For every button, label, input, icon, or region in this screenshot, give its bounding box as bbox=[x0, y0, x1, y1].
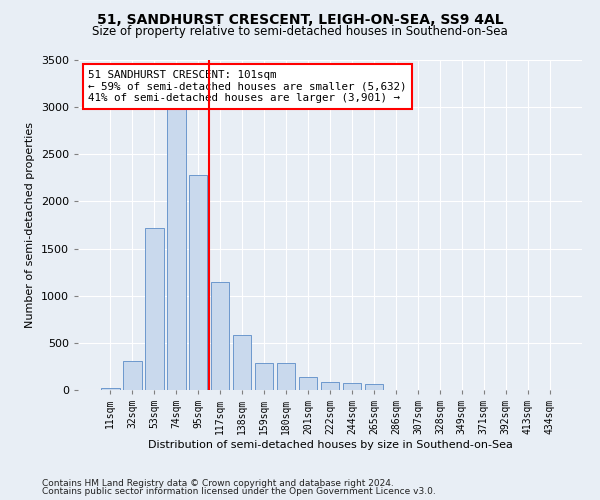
Bar bbox=[233, 336, 251, 390]
Text: Size of property relative to semi-detached houses in Southend-on-Sea: Size of property relative to semi-detach… bbox=[92, 25, 508, 38]
Bar bbox=[320, 382, 340, 390]
Bar bbox=[255, 362, 274, 390]
Text: 51, SANDHURST CRESCENT, LEIGH-ON-SEA, SS9 4AL: 51, SANDHURST CRESCENT, LEIGH-ON-SEA, SS… bbox=[97, 12, 503, 26]
Bar bbox=[167, 107, 185, 390]
Bar bbox=[123, 361, 142, 390]
Text: Contains public sector information licensed under the Open Government Licence v3: Contains public sector information licen… bbox=[42, 488, 436, 496]
Bar bbox=[365, 384, 383, 390]
Bar bbox=[299, 378, 317, 390]
Text: 51 SANDHURST CRESCENT: 101sqm
← 59% of semi-detached houses are smaller (5,632)
: 51 SANDHURST CRESCENT: 101sqm ← 59% of s… bbox=[88, 70, 407, 103]
Bar bbox=[145, 228, 164, 390]
Bar bbox=[101, 388, 119, 390]
Y-axis label: Number of semi-detached properties: Number of semi-detached properties bbox=[25, 122, 35, 328]
Bar bbox=[277, 362, 295, 390]
X-axis label: Distribution of semi-detached houses by size in Southend-on-Sea: Distribution of semi-detached houses by … bbox=[148, 440, 512, 450]
Bar bbox=[189, 175, 208, 390]
Bar bbox=[211, 282, 229, 390]
Bar bbox=[343, 384, 361, 390]
Text: Contains HM Land Registry data © Crown copyright and database right 2024.: Contains HM Land Registry data © Crown c… bbox=[42, 478, 394, 488]
